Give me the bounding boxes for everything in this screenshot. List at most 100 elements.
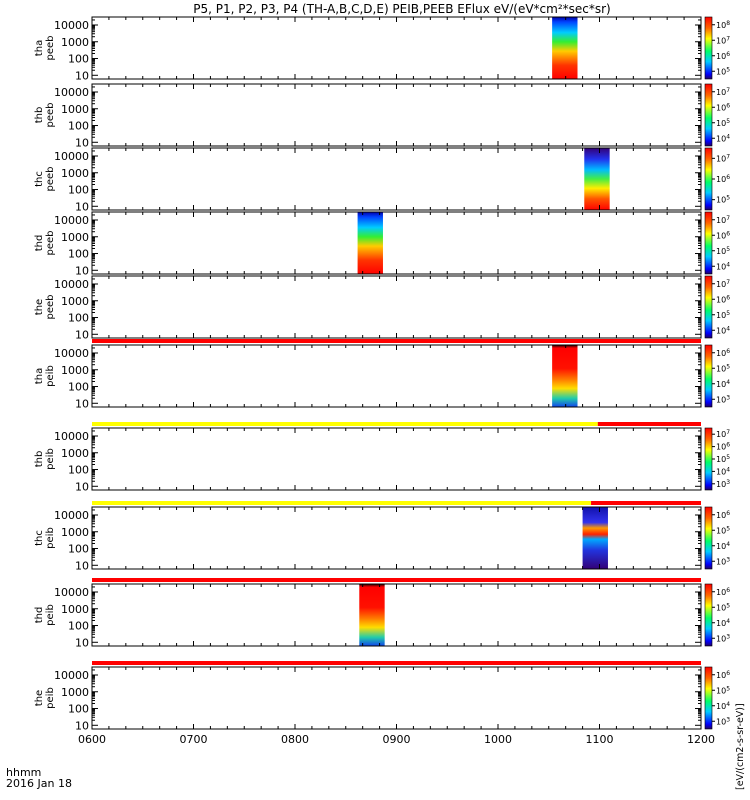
spectrogram-panel-tha-peib: 10 100 1000 10000 tha peib 103 104 105 106 (34, 339, 730, 410)
colorbar-tick-label: 105 (716, 363, 730, 373)
spectrogram-panel-thd-peib: 10 100 1000 10000 thd peib 103 104 105 106 (34, 578, 730, 649)
colorbar-tick-label: 105 (716, 246, 730, 256)
colorbar-tick-label: 107 (716, 429, 730, 439)
panel-label: tha peib (34, 365, 56, 387)
colorbar (704, 147, 713, 211)
x-tick-label: 0900 (383, 733, 411, 746)
colorbar (704, 83, 713, 147)
y-tick-label: 1000 (61, 447, 89, 460)
colorbar-tick-label: 104 (716, 379, 730, 389)
panel-label-product: peeb (45, 36, 56, 61)
y-tick-label: 10000 (54, 150, 89, 163)
y-tick-label: 1000 (61, 686, 89, 699)
panel-label-product: peib (45, 527, 56, 549)
y-tick-label: 10 (75, 719, 89, 732)
y-tick-label: 100 (68, 620, 89, 633)
colorbar-tick-label: 105 (716, 310, 730, 320)
y-tick-label: 100 (68, 53, 89, 66)
panel-label-probe: tha (34, 40, 45, 56)
x-tick-label: 0700 (180, 733, 208, 746)
colorbar-tick-label: 103 (716, 633, 730, 643)
panel-frame (91, 16, 702, 80)
x-tick-label: 0600 (78, 733, 106, 746)
x-tick-label: 1200 (687, 733, 715, 746)
y-tick-label: 100 (68, 120, 89, 133)
y-tick-label: 1000 (61, 167, 89, 180)
y-tick-label: 100 (68, 381, 89, 394)
colorbar-tick-label: 105 (716, 66, 730, 76)
panel-label-product: peeb (45, 231, 56, 256)
colorbar-tick-label: 104 (716, 701, 730, 711)
panel-label: thc peeb (34, 167, 56, 192)
colorbar-tick-label: 106 (716, 294, 730, 304)
y-tick-label: 100 (68, 703, 89, 716)
panel-label-product: peeb (45, 167, 56, 192)
colorbar-tick-label: 103 (716, 556, 730, 566)
panel-label-probe: thc (34, 171, 45, 187)
y-tick-label: 100 (68, 312, 89, 325)
panel-frame (91, 427, 702, 491)
colorbar (704, 344, 713, 408)
colorbar-tick-label: 106 (716, 442, 730, 452)
colorbar-tick-label: 105 (716, 454, 730, 464)
colorbar (704, 506, 713, 570)
colorbar (704, 666, 713, 730)
panel-label-product: peeb (45, 295, 56, 320)
y-tick-label: 1000 (61, 36, 89, 49)
date-label: 2016 Jan 18 (6, 777, 72, 790)
colorbar (704, 427, 713, 491)
y-tick-label: 10000 (54, 278, 89, 291)
panel-label: the peeb (34, 295, 56, 320)
spectrogram-panel-thb-peeb: 10 100 1000 10000 thb peeb 104 105 106 107 (34, 83, 730, 149)
y-tick-label: 1000 (61, 295, 89, 308)
y-tick-label: 10 (75, 397, 89, 410)
status-bar-red (597, 422, 701, 426)
colorbar-tick-label: 104 (716, 466, 730, 476)
colorbar-tick-label: 105 (716, 685, 730, 695)
spectrogram-block (359, 584, 385, 646)
panel-frame (91, 275, 702, 339)
panel-frame (91, 583, 702, 647)
colorbar-tick-label: 107 (716, 215, 730, 225)
y-tick-label: 100 (68, 543, 89, 556)
panel-label-probe: thc (34, 530, 45, 546)
y-tick-label: 10 (75, 328, 89, 341)
colorbar-tick-label: 105 (716, 525, 730, 535)
colorbar-tick-label: 105 (716, 602, 730, 612)
spectrogram-block (552, 17, 578, 79)
y-tick-label: 100 (68, 184, 89, 197)
colorbar-tick-label: 106 (716, 348, 730, 358)
status-bar-red (92, 339, 701, 343)
time-unit-label: hhmm (6, 766, 42, 779)
colorbar (704, 275, 713, 339)
colorbar-tick-label: 107 (716, 153, 730, 163)
panel-label-probe: thd (34, 235, 45, 252)
colorbar-tick-label: 103 (716, 394, 730, 404)
panel-frame (91, 506, 702, 570)
x-tick-label: 1000 (484, 733, 512, 746)
y-tick-label: 10 (75, 69, 89, 82)
panel-frame (91, 211, 702, 275)
status-bar-red (92, 661, 701, 665)
colorbar-tick-label: 106 (716, 510, 730, 520)
page-title: P5, P1, P2, P3, P4 (TH-A,B,C,D,E) PEIB,P… (193, 2, 611, 16)
spectrogram-block (584, 148, 610, 210)
spectrogram-panel-the-peeb: 10 100 1000 10000 the peeb 104 105 106 107 (34, 275, 730, 341)
x-tick-label: 1100 (586, 733, 614, 746)
x-tick-label: 0800 (281, 733, 309, 746)
colorbar (704, 211, 713, 275)
spectrogram-block (582, 507, 608, 569)
colorbar-tick-label: 104 (716, 325, 730, 335)
y-tick-label: 10000 (54, 430, 89, 443)
spectrogram-panel-tha-peeb: 10 100 1000 10000 tha peeb 105 106 107 108 (34, 16, 730, 82)
colorbar-tick-label: 107 (716, 279, 730, 289)
panel-label: thb peib (34, 448, 56, 470)
panel-label: thd peeb (34, 231, 56, 256)
panel-label: thb peeb (34, 103, 56, 128)
y-tick-label: 10000 (54, 509, 89, 522)
panel-label-product: peib (45, 687, 56, 709)
y-tick-label: 1000 (61, 526, 89, 539)
y-tick-label: 10000 (54, 86, 89, 99)
status-bar-yellow (92, 422, 598, 426)
